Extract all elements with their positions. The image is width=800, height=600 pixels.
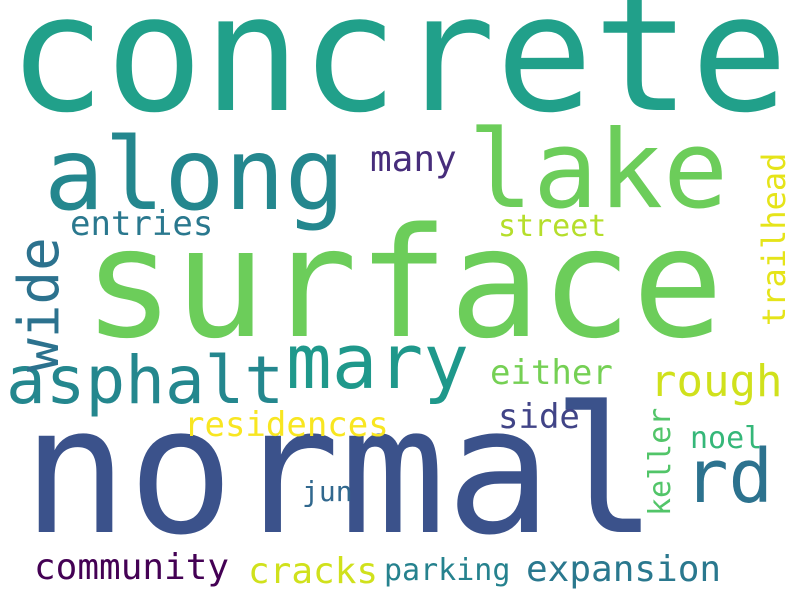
word-expansion: expansion xyxy=(526,549,722,590)
word-rough: rough xyxy=(650,356,783,407)
word-noel: noel xyxy=(690,421,763,456)
word-concrete: concrete xyxy=(8,0,789,149)
word-keller: keller xyxy=(643,407,678,516)
word-wide: wide xyxy=(7,237,72,372)
word-along: along xyxy=(44,116,346,233)
word-many: many xyxy=(370,139,457,180)
word-parking: parking xyxy=(384,553,511,588)
word-residences: residences xyxy=(184,405,389,445)
word-mary: mary xyxy=(286,317,470,406)
word-asphalt: asphalt xyxy=(6,342,285,419)
word-normal: normal xyxy=(22,369,658,574)
word-street: street xyxy=(498,209,607,244)
word-side: side xyxy=(498,397,580,437)
word-surface: surface xyxy=(83,195,724,372)
word-entries: entries xyxy=(70,204,214,244)
word-either: either xyxy=(490,353,613,393)
word-lake: lake xyxy=(468,108,729,233)
word-community: community xyxy=(34,547,230,588)
word-jun: jun xyxy=(302,475,353,508)
word-trailhead: trailhead xyxy=(755,152,793,326)
word-rd: rd xyxy=(684,434,774,520)
word-cracks: cracks xyxy=(248,551,379,592)
